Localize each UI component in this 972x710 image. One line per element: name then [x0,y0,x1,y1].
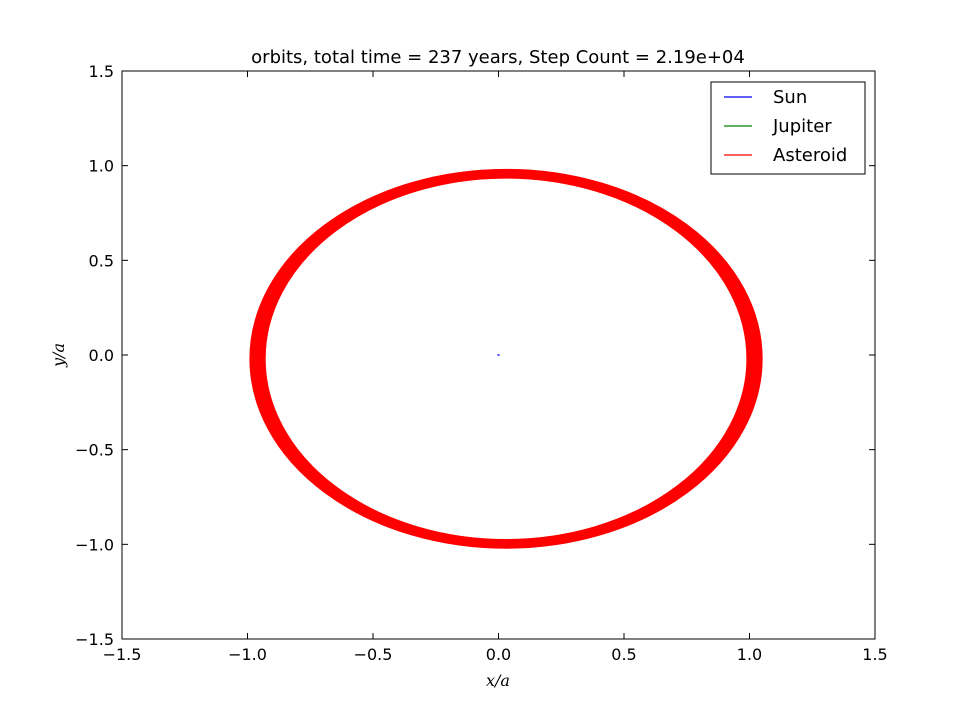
y-tick-label: 0.0 [89,346,114,365]
x-tick-label: −1.0 [228,645,267,664]
y-tick-label: −0.5 [75,441,114,460]
y-tick-label: 0.5 [89,251,114,270]
legend-label-jupiter: Jupiter [772,116,832,137]
series-asteroid [249,168,763,549]
ticks-layer: −1.5 −1.0 −0.5 0.0 0.5 1.0 1.5 −1.5 −1.0 −0.5 0.0 0… [75,62,888,664]
y-tick-label: −1.0 [75,535,114,554]
series-layer [249,168,763,549]
x-tick-label: −1.5 [103,645,142,664]
y-tick-label: −1.5 [75,630,114,649]
legend-label-sun: Sun [773,87,807,108]
y-tick-label: 1.5 [89,62,114,81]
x-tick-label: 0.5 [611,645,636,664]
y-axis-label: y/a [49,343,68,368]
x-tick-label: −0.5 [354,645,393,664]
asteroid-orbit-trace [249,168,763,549]
chart-title: orbits, total time = 237 years, Step Cou… [251,47,745,68]
x-axis-label: x/a [486,671,510,690]
x-tick-label: 1.0 [737,645,762,664]
x-tick-label: 1.5 [862,645,887,664]
legend: Sun Jupiter Asteroid [710,81,866,175]
legend-label-asteroid: Asteroid [773,145,847,166]
y-tick-label: 1.0 [89,157,114,176]
x-tick-label: 0.0 [486,645,511,664]
